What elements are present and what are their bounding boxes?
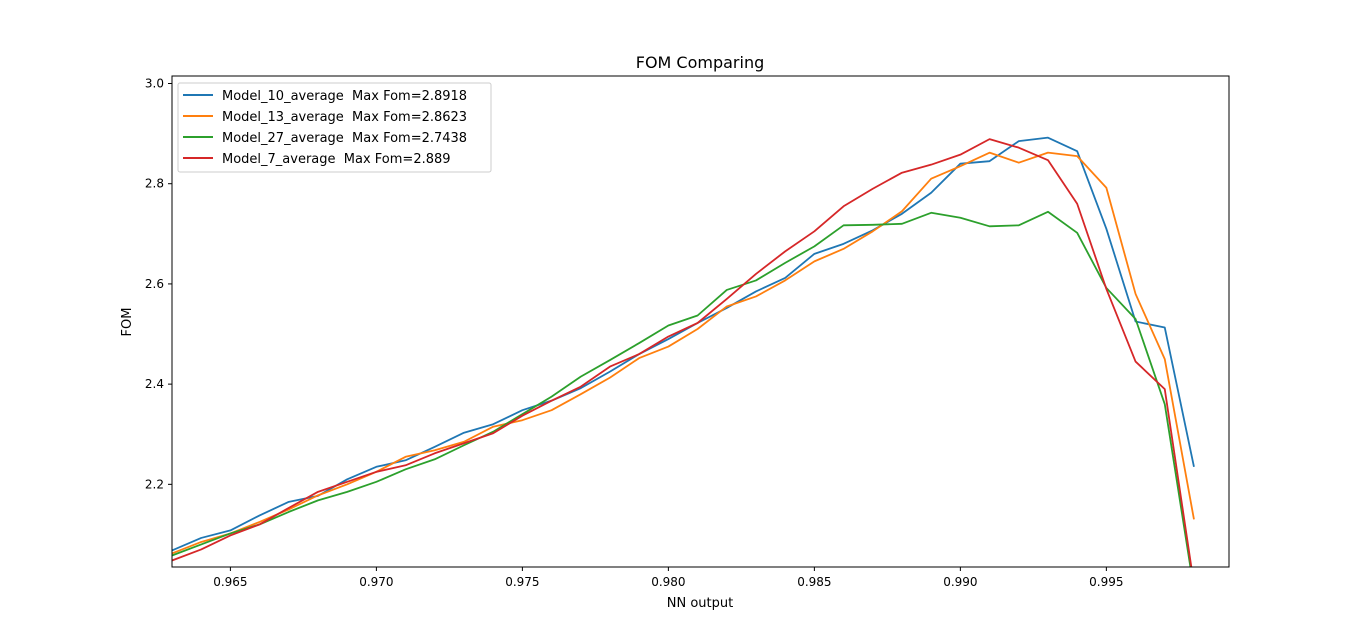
y-tick-label: 3.0: [145, 77, 164, 91]
chart-title: FOM Comparing: [636, 53, 765, 72]
series-line-2: [172, 151, 1195, 555]
x-tick-label: 0.975: [505, 575, 539, 589]
x-tick-label: 0.980: [651, 575, 685, 589]
y-tick-label: 2.6: [145, 277, 164, 291]
x-tick-label: 0.990: [943, 575, 977, 589]
x-axis-label: NN output: [667, 596, 733, 611]
x-tick-label: 0.970: [359, 575, 393, 589]
series-line-3: [172, 210, 1192, 567]
y-axis-label: FOM: [120, 308, 135, 337]
legend-label-4: Model_7_average Max Fom=2.889: [222, 152, 451, 167]
y-axis: 2.2 2.4 2.6 2.8 3.0: [145, 77, 172, 491]
y-tick-label: 2.8: [145, 177, 164, 191]
series-line-1: [172, 136, 1195, 552]
legend-label-1: Model_10_average Max Fom=2.8918: [222, 89, 467, 104]
x-tick-label: 0.985: [797, 575, 831, 589]
y-tick-label: 2.2: [145, 477, 164, 491]
legend-label-2: Model_13_average Max Fom=2.8623: [222, 110, 467, 125]
plot-frame: [171, 75, 1230, 568]
x-axis: 0.965 0.970 0.975 0.980 0.985 0.990 0.995: [213, 567, 1124, 589]
x-tick-label: 0.995: [1089, 575, 1123, 589]
legend-label-3: Model_27_average Max Fom=2.7438: [222, 131, 467, 146]
legend-box: [177, 82, 492, 173]
y-tick-label: 2.4: [145, 377, 164, 391]
x-tick-label: 0.965: [213, 575, 247, 589]
plot-lines: [172, 136, 1195, 567]
series-line-4: [172, 138, 1193, 567]
legend: Model_10_average Max Fom=2.8918 Model_13_…: [177, 82, 492, 173]
